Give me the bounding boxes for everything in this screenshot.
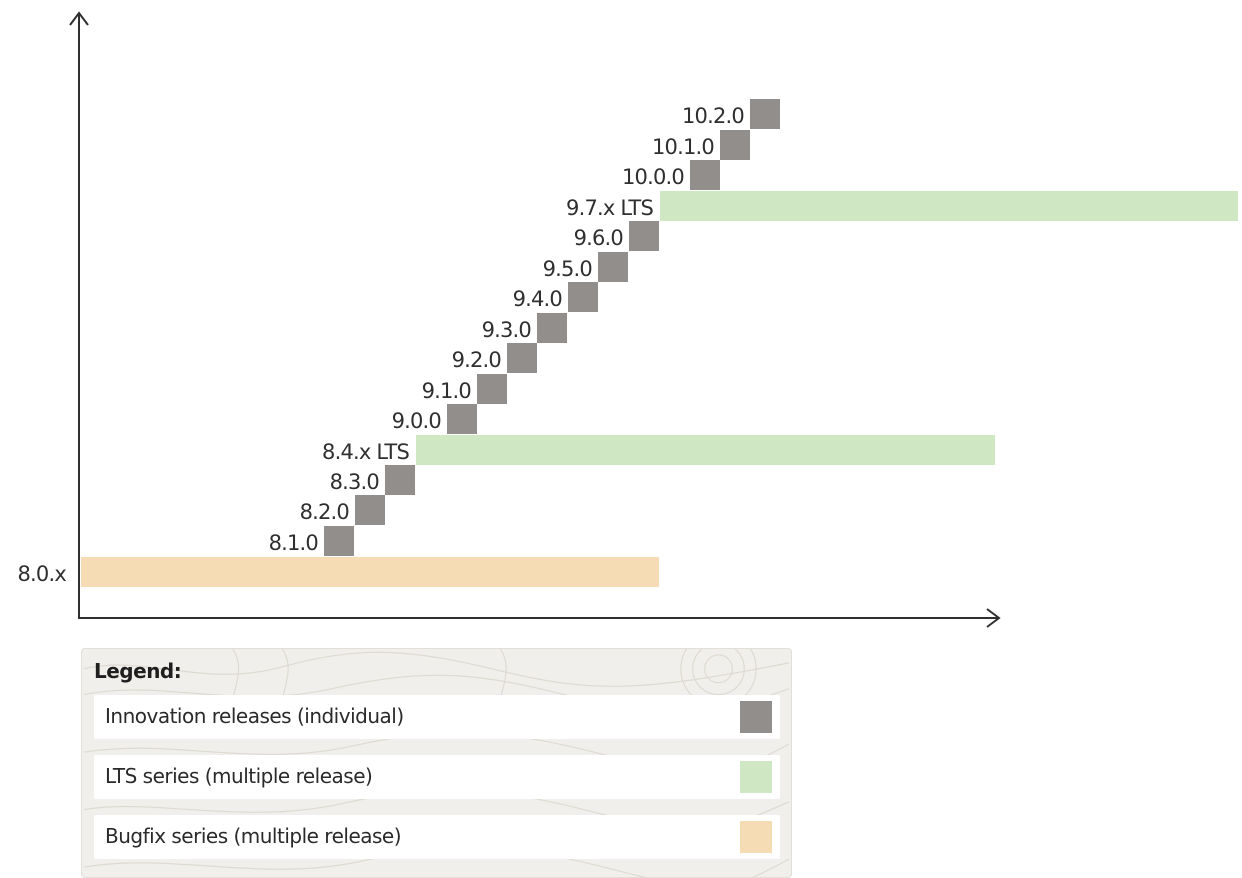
bugfix-bar	[81, 557, 659, 587]
legend-item-innovation: Innovation releases (individual)	[94, 695, 780, 739]
innovation-block	[750, 99, 780, 129]
innovation-block	[720, 130, 750, 160]
lts-swatch	[740, 761, 772, 793]
innovation-block	[598, 252, 628, 282]
innovation-release-9-5-0: 9.5.0	[543, 252, 628, 282]
innovation-release-9-6-0: 9.6.0	[574, 221, 659, 251]
legend-item-label: Innovation releases (individual)	[105, 704, 404, 728]
innovation-swatch	[740, 701, 772, 733]
axes	[69, 11, 1001, 628]
x-axis-arrowhead	[986, 608, 1001, 628]
innovation-block	[690, 160, 720, 190]
lts-bar	[416, 435, 995, 465]
legend-item-label: Bugfix series (multiple release)	[105, 824, 402, 848]
innovation-block	[507, 343, 537, 373]
innovation-block	[385, 465, 415, 495]
innovation-block	[568, 282, 598, 312]
legend-title: Legend:	[94, 659, 182, 683]
innovation-release-10-1-0: 10.1.0	[652, 130, 750, 160]
legend-item-label: LTS series (multiple release)	[105, 764, 373, 788]
legend-item-lts: LTS series (multiple release)	[94, 755, 780, 799]
lts-label: 8.4.x LTS	[322, 440, 409, 464]
innovation-label: 9.6.0	[574, 226, 623, 250]
innovation-label: 9.3.0	[482, 318, 531, 342]
innovation-release-9-0-0: 9.0.0	[392, 404, 477, 434]
innovation-block	[537, 313, 567, 343]
innovation-label: 9.5.0	[543, 257, 592, 281]
innovation-release-8-2-0: 8.2.0	[300, 495, 385, 525]
innovation-release-9-4-0: 9.4.0	[513, 282, 598, 312]
lts-label: 9.7.x LTS	[566, 196, 653, 220]
innovation-block	[324, 526, 354, 556]
innovation-label: 9.0.0	[392, 409, 441, 433]
innovation-release-8-1-0: 8.1.0	[269, 526, 354, 556]
y-axis-arrowhead	[69, 11, 89, 26]
innovation-label: 9.1.0	[422, 379, 471, 403]
lts-series-8-4: 8.4.x LTS	[322, 435, 995, 465]
innovation-label: 8.3.0	[330, 470, 379, 494]
innovation-release-9-2-0: 9.2.0	[452, 343, 537, 373]
innovation-release-9-1-0: 9.1.0	[422, 374, 507, 404]
innovation-block	[477, 374, 507, 404]
lts-series-9-7: 9.7.x LTS	[566, 191, 1238, 221]
innovation-release-10-0-0: 10.0.0	[622, 160, 720, 190]
legend-item-bugfix: Bugfix series (multiple release)	[94, 815, 780, 859]
innovation-label: 8.2.0	[300, 500, 349, 524]
innovation-release-8-3-0: 8.3.0	[330, 465, 415, 495]
bugfix-swatch	[740, 821, 772, 853]
innovation-label: 10.0.0	[622, 165, 684, 189]
innovation-release-9-3-0: 9.3.0	[482, 313, 567, 343]
innovation-release-10-2-0: 10.2.0	[682, 99, 780, 129]
release-timeline-diagram: 8.0.x 8.1.0 8.2.0 8.3.0 8.4.x LTS 9.0.0 …	[17, 11, 1238, 628]
innovation-label: 9.2.0	[452, 348, 501, 372]
bugfix-series-8-0: 8.0.x	[17, 557, 659, 587]
innovation-block	[447, 404, 477, 434]
bugfix-label: 8.0.x	[17, 562, 66, 586]
innovation-label: 10.1.0	[652, 135, 714, 159]
innovation-label: 9.4.0	[513, 287, 562, 311]
lts-bar	[660, 191, 1238, 221]
innovation-block	[355, 495, 385, 525]
innovation-block	[629, 221, 659, 251]
innovation-label: 8.1.0	[269, 531, 318, 555]
innovation-label: 10.2.0	[682, 104, 744, 128]
legend-panel: Legend: Innovation releases (individual)…	[81, 648, 792, 878]
